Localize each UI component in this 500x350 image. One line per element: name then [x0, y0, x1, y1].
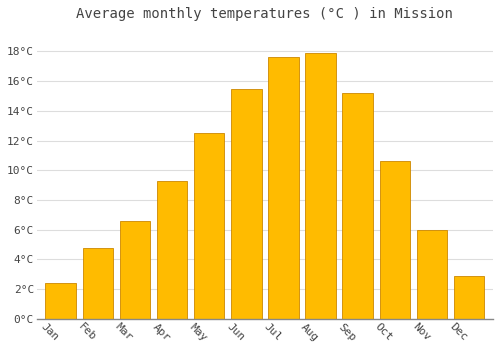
- Bar: [416, 230, 447, 319]
- Bar: [194, 133, 224, 319]
- Bar: [380, 161, 410, 319]
- Bar: [231, 89, 262, 319]
- Bar: [46, 283, 76, 319]
- Bar: [120, 221, 150, 319]
- Bar: [157, 181, 188, 319]
- Bar: [306, 53, 336, 319]
- Bar: [268, 57, 298, 319]
- Bar: [454, 276, 484, 319]
- Bar: [82, 247, 113, 319]
- Bar: [342, 93, 373, 319]
- Title: Average monthly temperatures (°C ) in Mission: Average monthly temperatures (°C ) in Mi…: [76, 7, 454, 21]
